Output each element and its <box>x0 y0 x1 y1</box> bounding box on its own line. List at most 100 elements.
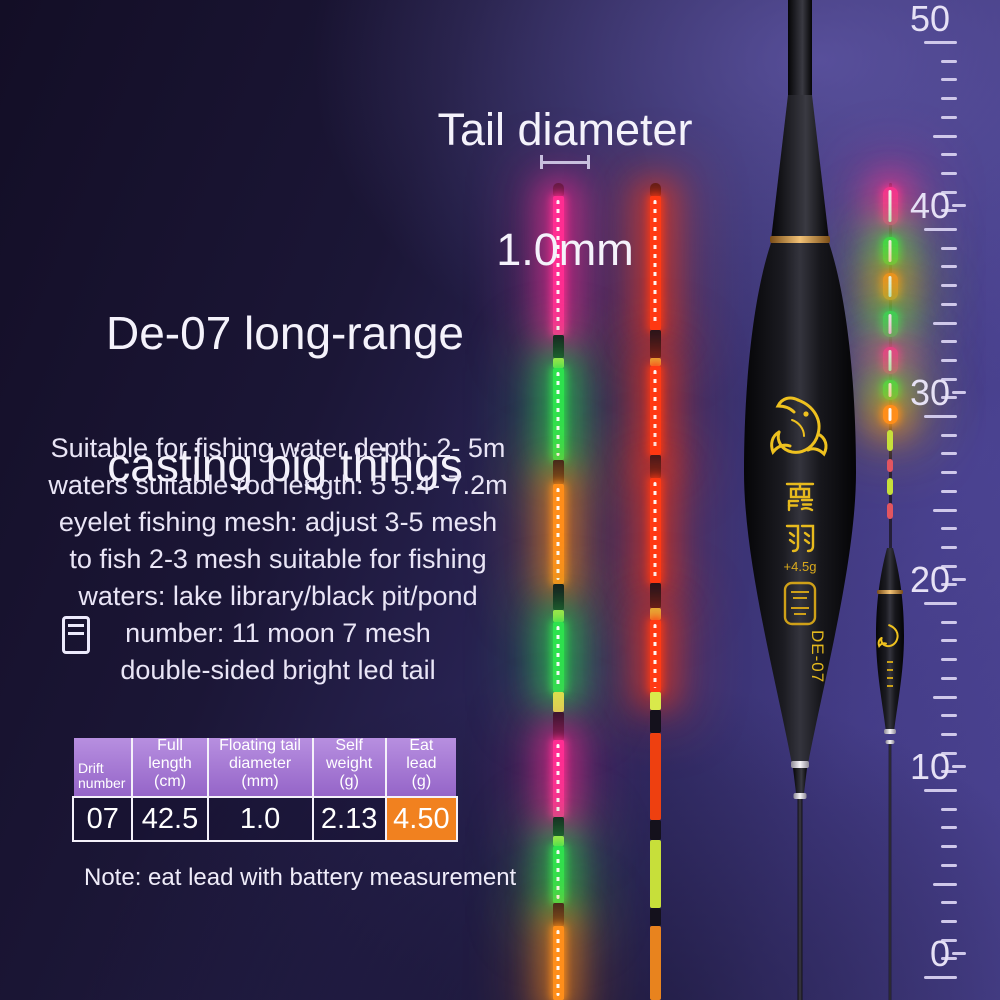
product-heading: De-07 long-range casting big things <box>35 234 535 564</box>
measurement-bracket <box>540 155 590 169</box>
value-drift-number: 07 <box>74 798 134 840</box>
led-light-strip <box>653 624 657 688</box>
ruler-major-tick <box>924 415 957 418</box>
lower-taper <box>793 768 807 793</box>
led-light-strip <box>653 200 657 326</box>
ruler-minor-tick <box>941 78 957 82</box>
ruler-minor-tick <box>941 807 957 811</box>
right-tail-segment <box>649 366 661 455</box>
heading-line-1: De-07 long-range <box>105 307 464 359</box>
header-drift-number: Drift number <box>74 738 134 796</box>
right-tail-segment <box>649 358 661 366</box>
lower-ring-1 <box>791 761 809 768</box>
small-tail-segment <box>882 237 898 265</box>
led-light-strip <box>556 488 560 580</box>
left-tail-segment <box>552 926 564 1000</box>
right-tail-segment <box>649 608 661 620</box>
gold-collar-ring <box>770 236 830 243</box>
left-tail-segment <box>552 610 564 622</box>
ruler-major-tick <box>924 228 957 231</box>
small-tail-segment <box>887 430 893 451</box>
ruler-minor-tick <box>941 845 957 849</box>
ruler-minor-tick <box>941 302 957 306</box>
float-neck <box>771 95 829 240</box>
ruler-minor-tick <box>933 882 957 886</box>
ruler-minor-tick <box>941 171 957 175</box>
right-tail-segment <box>649 183 661 196</box>
right-tail-segment <box>649 330 661 358</box>
left-tail-segment <box>552 358 564 368</box>
ruler-minor-tick <box>941 115 957 119</box>
small-ring-2 <box>885 740 895 744</box>
small-gold-marks <box>887 661 893 687</box>
right-tail-segment <box>649 710 661 733</box>
header-full-length: Full length (cm) <box>133 737 209 796</box>
value-self-weight: 2.13 <box>314 798 387 840</box>
small-tail-segment <box>882 187 898 225</box>
ruler-label: 10 <box>909 746 950 787</box>
left-tail-segment <box>552 846 564 903</box>
header-eat-lead: Eat lead (g) <box>386 737 457 796</box>
ruler-label: 30 <box>909 372 950 413</box>
left-tail-segment <box>552 712 564 740</box>
led-light-strip <box>888 383 892 397</box>
ruler-label: 50 <box>909 0 950 39</box>
left-tail-segment <box>552 368 564 460</box>
ruler-minor-tick <box>933 508 957 512</box>
left-tail-segment <box>552 836 564 846</box>
float-body-shell <box>744 243 856 764</box>
ruler-label: 40 <box>909 185 950 226</box>
right-tail-segment <box>649 455 661 478</box>
note-text: Note: eat lead with battery measurement <box>84 864 517 891</box>
led-light-strip <box>888 408 892 421</box>
ruler-minor-tick <box>941 489 957 493</box>
right-tail-segment <box>649 733 661 820</box>
ruler-minor-tick <box>933 134 957 138</box>
brand-character-xia <box>785 482 815 512</box>
ruler-minor-tick <box>941 396 957 400</box>
small-tail-segment <box>882 405 898 424</box>
right-tail-segment <box>649 196 661 330</box>
ruler-major-tick <box>924 789 957 792</box>
small-tail-segment <box>882 273 898 300</box>
led-light-strip <box>556 930 560 996</box>
ruler-side-tick <box>952 391 966 394</box>
left-tail-segment <box>552 584 564 610</box>
weight-label: +4.5g <box>784 559 817 574</box>
ruler-minor-tick <box>941 751 957 755</box>
brand-character-yu <box>785 524 815 553</box>
led-light-strip <box>888 190 892 222</box>
title-line-2: 1.0mm <box>496 224 634 275</box>
ruler-minor-tick <box>933 321 957 325</box>
right-tail-segment <box>649 583 661 608</box>
ruler-minor-tick <box>941 153 957 157</box>
value-full-length: 42.5 <box>133 798 209 840</box>
ruler-minor-tick <box>941 863 957 867</box>
ruler-minor-tick <box>941 957 957 961</box>
ruler-minor-tick <box>941 732 957 736</box>
model-label: DE-07 <box>808 630 827 683</box>
depth-ruler: 50 40 30 20 10 0 <box>900 0 1000 1000</box>
small-tail-segment <box>887 478 893 495</box>
ruler-minor-tick <box>941 639 957 643</box>
ruler-minor-tick <box>941 564 957 568</box>
ruler-major-tick <box>924 602 957 605</box>
ruler-major-tick <box>924 41 957 44</box>
value-eat-lead: 4.50 <box>386 798 457 840</box>
ruler-minor-tick <box>941 59 957 63</box>
spec-table: Drift number Full length (cm) Floating t… <box>72 736 458 842</box>
small-gold-ring <box>877 590 903 594</box>
left-tail-segment <box>552 460 564 484</box>
seal-stamp <box>783 581 817 626</box>
float-antenna <box>788 0 812 100</box>
right-tail-segment <box>649 908 661 926</box>
left-tail-segment <box>552 740 564 817</box>
led-light-strip <box>888 240 892 262</box>
ruler-minor-tick <box>941 527 957 531</box>
ruler-minor-tick <box>941 452 957 456</box>
value-tail-diameter: 1.0 <box>209 798 314 840</box>
small-tail-segment <box>882 347 898 374</box>
ruler-minor-tick <box>941 377 957 381</box>
